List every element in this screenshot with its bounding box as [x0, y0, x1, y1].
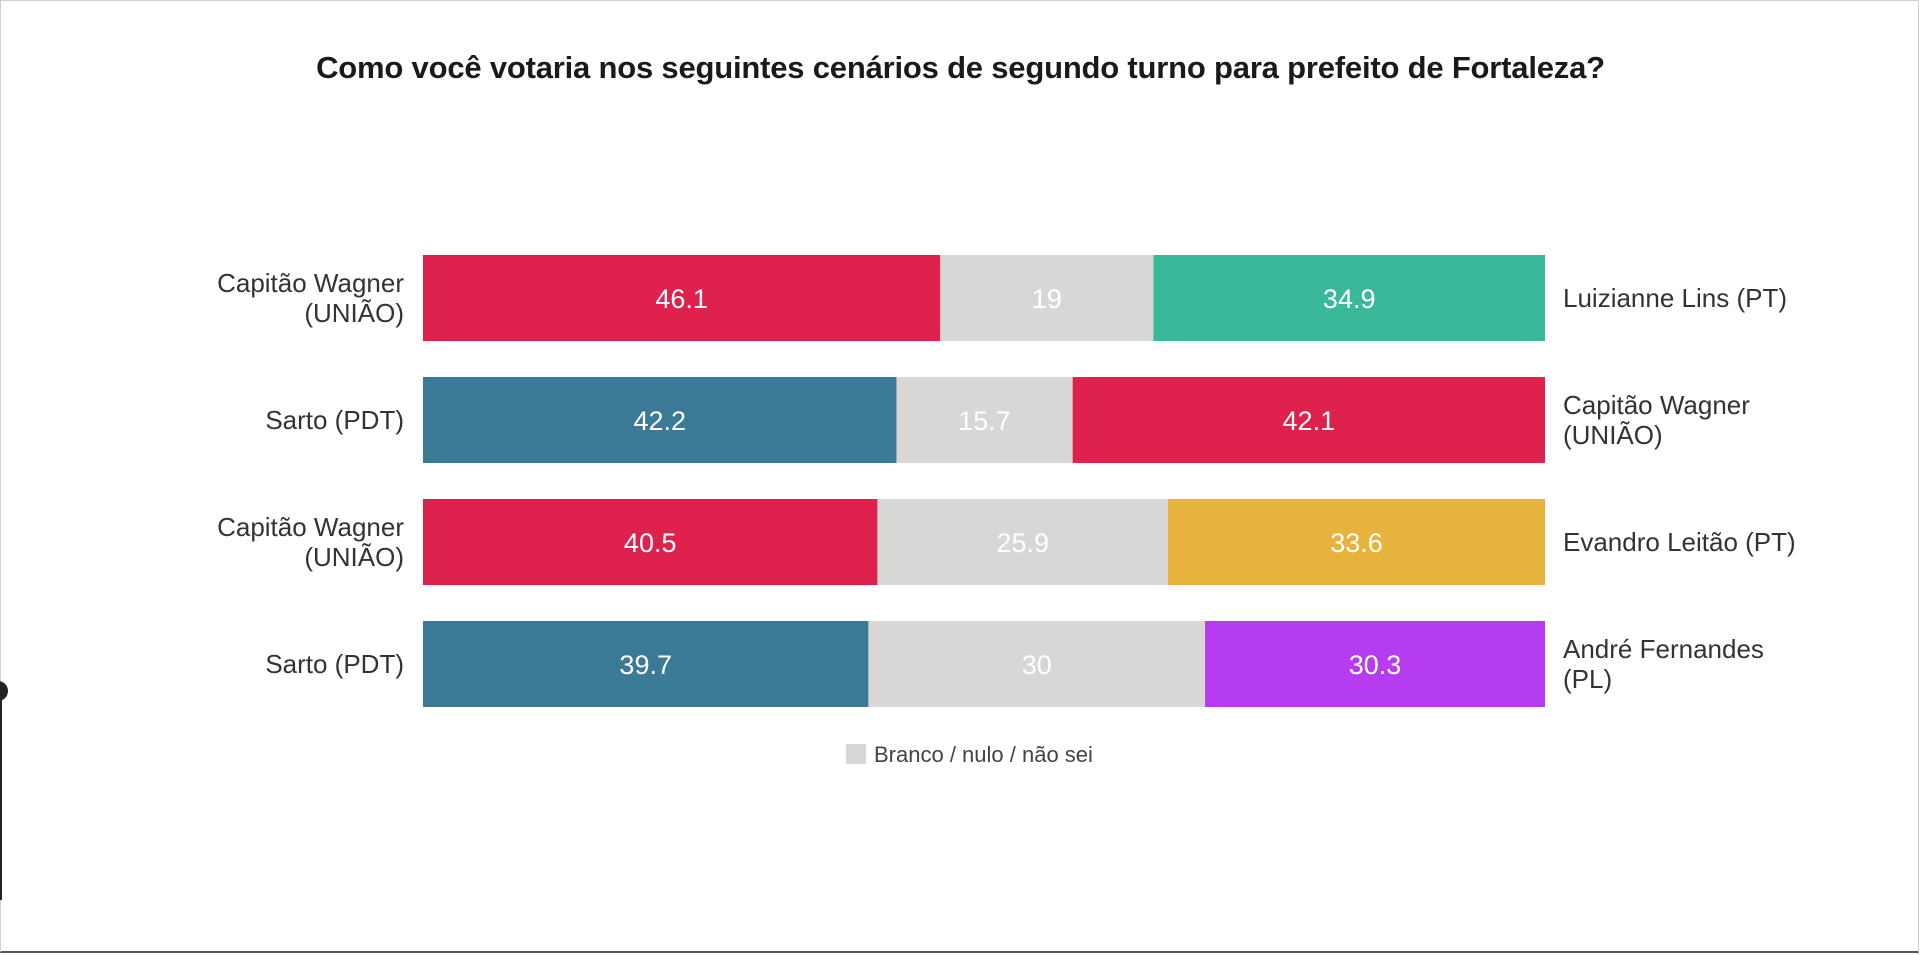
bar-row-4: 39.7 30 30.3 Sarto (PDT) André Fernandes(PL) [265, 621, 1764, 707]
bar-segment-1-1 [423, 255, 941, 341]
right-label-4-line-2: (PL) [1563, 664, 1612, 694]
bar-row-1: 46.1 19 34.9 Capitão Wagner(UNIÃO) Luizianne… [217, 255, 1787, 341]
bar-segment-3-3 [1168, 499, 1545, 585]
data-label-3-1: 40.5 [624, 528, 677, 558]
bar-segment-4-1 [423, 621, 869, 707]
right-label-2-line-2: (UNIÃO) [1563, 420, 1663, 450]
left-label-3-line-2: (UNIÃO) [304, 542, 404, 572]
legend-label: Branco / nulo / não sei [874, 742, 1093, 767]
left-label-2-line-1: Sarto (PDT) [265, 405, 404, 435]
bar-segment-4-2 [868, 621, 1206, 707]
data-label-2-1: 42.2 [633, 406, 686, 436]
bar-segment-3-1 [423, 499, 878, 585]
window-edge-line [0, 700, 2, 900]
right-label-2-line-1: Capitão Wagner [1563, 390, 1750, 420]
data-label-4-1: 39.7 [619, 650, 672, 680]
data-label-2-2: 15.7 [958, 406, 1011, 436]
window-edge-handle [0, 681, 8, 701]
bar-row-3: 40.5 25.9 33.6 Capitão Wagner(UNIÃO) Evandro… [217, 499, 1796, 585]
legend: Branco / nulo / não sei [846, 742, 1093, 767]
bar-segment-2-3 [1072, 377, 1545, 463]
legend-swatch [846, 744, 866, 764]
bar-segment-4-3 [1205, 621, 1545, 707]
bar-segment-1-2 [940, 255, 1154, 341]
data-label-2-3: 42.1 [1283, 406, 1336, 436]
right-label-1-line-1: Luizianne Lins (PT) [1563, 283, 1787, 313]
left-label-4-line-1: Sarto (PDT) [265, 649, 404, 679]
left-label-1-line-1: Capitão Wagner [217, 268, 404, 298]
data-label-1-1: 46.1 [655, 284, 708, 314]
chart-title: Como você votaria nos seguintes cenários… [316, 50, 1605, 85]
right-label-3-line-1: Evandro Leitão (PT) [1563, 527, 1796, 557]
data-label-4-3: 30.3 [1349, 650, 1402, 680]
left-label-3-line-1: Capitão Wagner [217, 512, 404, 542]
data-label-3-2: 25.9 [996, 528, 1049, 558]
left-label-1-line-2: (UNIÃO) [304, 298, 404, 328]
bar-row-2: 42.2 15.7 42.1 Sarto (PDT) Capitão Wagner(UN… [265, 377, 1750, 463]
data-label-4-2: 30 [1022, 650, 1052, 680]
bar-segment-2-1 [423, 377, 897, 463]
right-label-4-line-1: André Fernandes [1563, 634, 1764, 664]
data-label-1-2: 19 [1032, 284, 1062, 314]
data-label-1-3: 34.9 [1323, 284, 1376, 314]
bar-segment-3-2 [877, 499, 1169, 585]
bar-segment-2-2 [896, 377, 1073, 463]
data-label-3-3: 33.6 [1330, 528, 1383, 558]
bar-segment-1-3 [1153, 255, 1545, 341]
